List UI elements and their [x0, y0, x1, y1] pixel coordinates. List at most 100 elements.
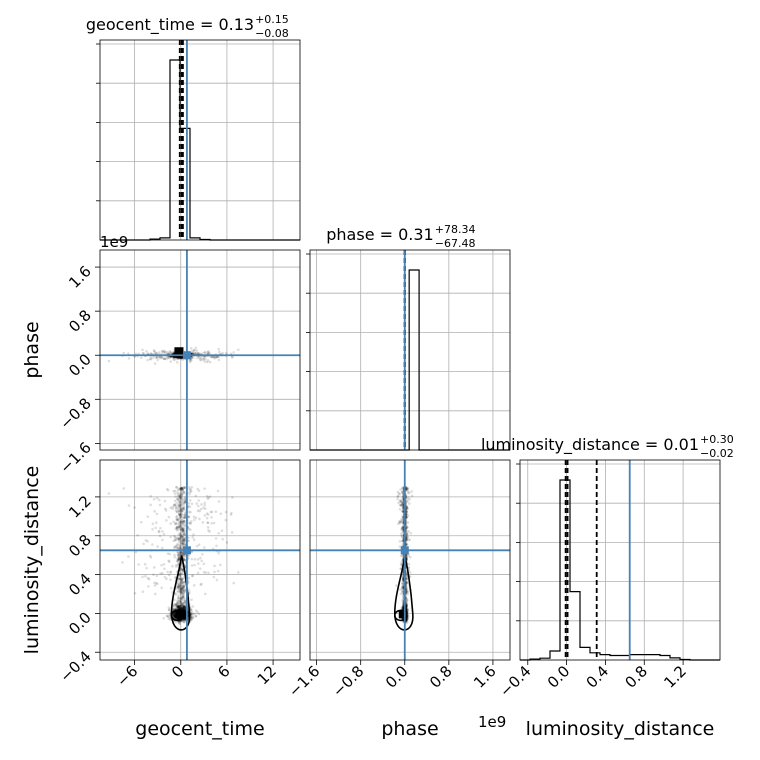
sample-point — [180, 487, 184, 490]
sample-point — [180, 492, 183, 495]
sample-point — [182, 532, 186, 536]
sample-point — [172, 520, 175, 524]
sample-point — [176, 493, 180, 496]
title-lower-error: −67.48 — [435, 237, 476, 250]
sample-point — [230, 531, 234, 534]
sample-point — [173, 535, 177, 539]
sample-point — [183, 513, 186, 517]
sample-point — [405, 576, 408, 580]
sample-point — [405, 572, 408, 576]
sample-point — [224, 518, 228, 522]
sample-point — [405, 488, 408, 492]
sample-point — [183, 537, 187, 540]
sample-point — [405, 606, 408, 609]
sample-point — [178, 513, 182, 517]
sample-point — [182, 606, 186, 609]
sample-point — [180, 355, 184, 359]
sample-point — [177, 556, 181, 559]
sample-point — [401, 582, 404, 585]
sample-point — [175, 355, 179, 359]
sample-point — [176, 586, 180, 590]
sample-point — [400, 490, 404, 494]
sample-point — [149, 556, 153, 559]
sample-point — [182, 605, 186, 608]
sample-point — [206, 359, 210, 362]
sample-point — [178, 509, 181, 513]
sample-point — [176, 357, 180, 361]
sample-point — [175, 355, 179, 359]
sample-point — [158, 351, 161, 354]
sample-point — [182, 498, 185, 501]
sample-point — [177, 355, 180, 359]
sample-point — [179, 496, 182, 499]
sample-point — [180, 606, 184, 609]
sample-point — [180, 578, 183, 582]
sample-point — [178, 357, 181, 360]
sample-point — [174, 606, 178, 609]
sample-point — [181, 607, 185, 610]
sample-point — [167, 356, 171, 360]
sample-point — [179, 528, 183, 531]
axes-frame — [519, 459, 721, 661]
sample-point — [181, 607, 184, 611]
sample-point — [183, 490, 186, 494]
sample-point — [178, 604, 182, 608]
sample-point — [148, 554, 152, 558]
sample-point — [176, 497, 179, 501]
sample-point — [178, 622, 182, 626]
sample-point — [180, 589, 184, 592]
sample-point — [191, 536, 194, 539]
sample-point — [183, 615, 187, 618]
sample-point — [180, 603, 183, 607]
sample-point — [191, 605, 195, 608]
sample-point — [182, 584, 185, 588]
sample-point — [169, 351, 173, 354]
sample-point — [181, 536, 185, 539]
sample-point — [190, 557, 194, 561]
sample-point — [190, 564, 194, 567]
sample-point — [121, 561, 124, 564]
sample-point — [179, 552, 182, 556]
sample-point — [177, 355, 181, 359]
sample-point — [221, 537, 225, 541]
scatter-panel-phase-vs-luminosity_distance — [309, 459, 511, 661]
sample-point — [407, 530, 411, 533]
sample-point — [182, 507, 185, 511]
sample-point — [170, 352, 173, 355]
sample-point — [183, 611, 186, 614]
sample-point — [180, 355, 184, 359]
sample-point — [163, 357, 166, 361]
sample-point — [178, 583, 181, 587]
sample-point — [179, 356, 183, 360]
sample-point — [168, 552, 172, 556]
sample-point — [200, 559, 204, 563]
sample-point — [190, 618, 194, 621]
sample-point — [158, 356, 162, 360]
sample-point — [181, 542, 184, 546]
sample-point — [178, 512, 181, 516]
sample-point — [183, 609, 187, 612]
sample-point — [178, 555, 181, 559]
sample-point — [180, 512, 183, 515]
sample-point — [178, 355, 181, 359]
sample-point — [175, 526, 179, 529]
sample-point — [181, 537, 185, 541]
sample-point — [178, 557, 181, 561]
sample-point — [183, 607, 186, 611]
sample-point — [172, 614, 176, 618]
sample-point — [133, 591, 137, 595]
sample-point — [172, 355, 176, 359]
sample-point — [179, 356, 182, 359]
sample-point — [144, 574, 147, 578]
sample-point — [183, 607, 186, 611]
sample-point — [405, 618, 409, 622]
sample-point — [196, 610, 199, 614]
sample-point — [172, 608, 176, 611]
sample-point — [181, 584, 185, 588]
sample-point — [162, 616, 166, 620]
sample-point — [154, 356, 157, 360]
sample-point — [175, 497, 179, 501]
sample-point — [179, 572, 182, 576]
sample-point — [405, 539, 408, 542]
sample-point — [406, 590, 410, 594]
